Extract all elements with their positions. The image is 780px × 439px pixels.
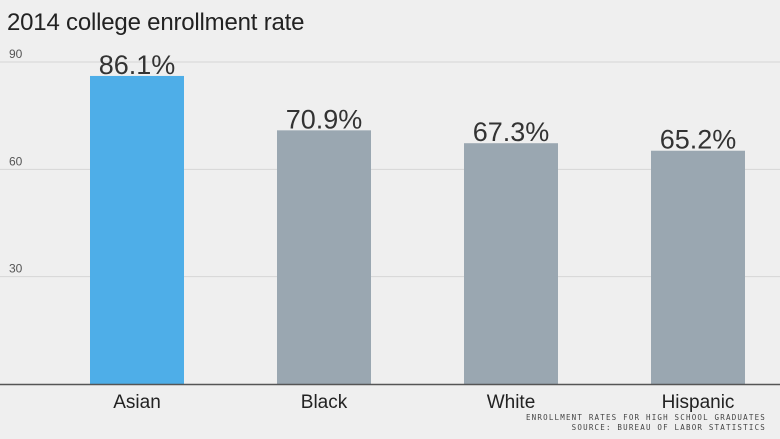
data-label: 67.3% xyxy=(473,117,550,147)
y-axis-tick-labels: 30 60 90 xyxy=(9,47,23,276)
data-label: 65.2% xyxy=(660,125,737,155)
footnote-note: ENROLLMENT RATES FOR HIGH SCHOOL GRADUAT… xyxy=(525,413,766,422)
data-labels: 86.1% 70.9% 67.3% 65.2% xyxy=(99,50,737,155)
x-tick-label: Asian xyxy=(113,392,161,413)
bar-black xyxy=(277,130,371,384)
x-tick-label: Black xyxy=(301,392,348,413)
footnote: ENROLLMENT RATES FOR HIGH SCHOOL GRADUAT… xyxy=(526,413,766,433)
data-label: 86.1% xyxy=(99,50,176,80)
x-tick-label: White xyxy=(487,392,536,413)
bar-asian xyxy=(90,75,184,384)
x-tick-label: Hispanic xyxy=(662,392,735,413)
footnote-source: SOURCE: BUREAU OF LABOR STATISTICS xyxy=(571,423,766,432)
y-tick-label: 30 xyxy=(9,262,23,276)
x-axis-tick-labels: Asian Black White Hispanic xyxy=(113,392,734,413)
bar-white xyxy=(464,143,558,384)
y-tick-label: 90 xyxy=(9,47,23,61)
y-tick-label: 60 xyxy=(9,154,23,168)
bars xyxy=(90,75,745,384)
chart-title: 2014 college enrollment rate xyxy=(7,9,305,36)
data-label: 70.9% xyxy=(286,104,363,134)
bar-hispanic xyxy=(651,150,745,384)
